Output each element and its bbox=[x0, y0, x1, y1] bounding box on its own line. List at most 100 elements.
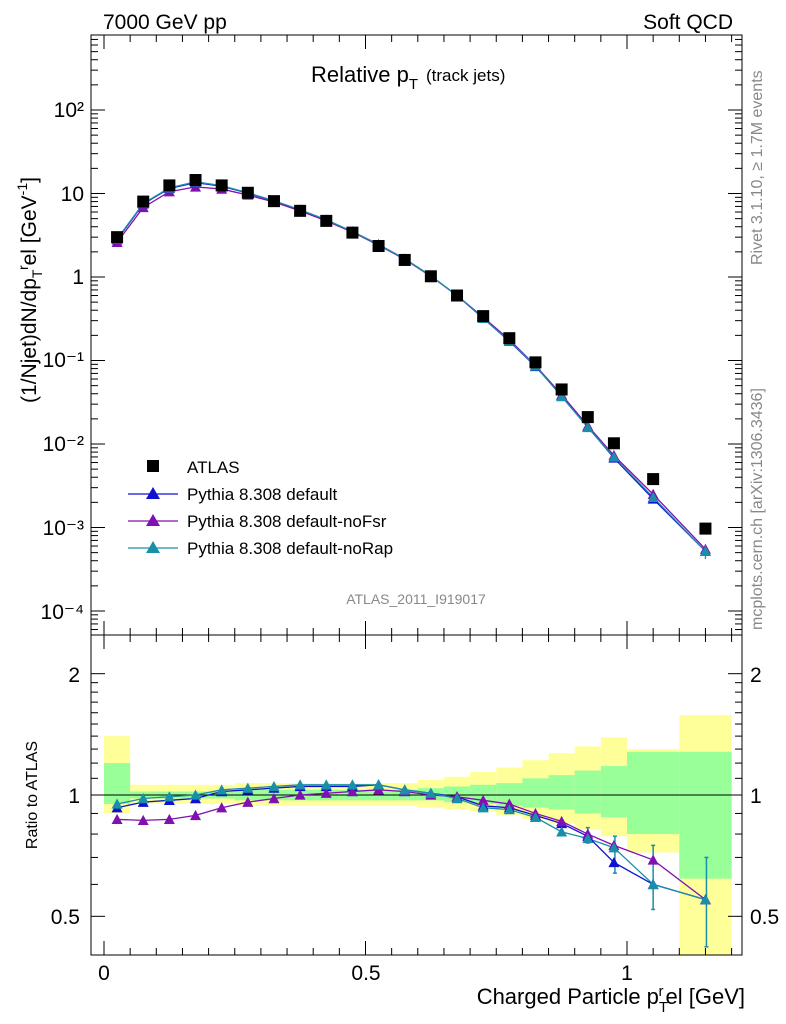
header-left: 7000 GeV pp bbox=[103, 11, 227, 34]
header-right: Soft QCD bbox=[643, 11, 733, 34]
atlas-point bbox=[346, 226, 359, 239]
main-series-point bbox=[556, 391, 568, 402]
ratio-series-point bbox=[163, 791, 175, 802]
atlas-point bbox=[320, 214, 333, 227]
ratio-ytick-label-right: 0.5 bbox=[750, 906, 779, 929]
atlas-point bbox=[555, 383, 568, 396]
ratio-series-point bbox=[346, 779, 358, 790]
ratio-bands bbox=[104, 714, 732, 955]
xtick-labels: 0 0.5 1 bbox=[98, 962, 633, 985]
ratio-series-point bbox=[111, 813, 123, 825]
ratio-series bbox=[111, 779, 711, 948]
ratio-series-point bbox=[137, 814, 149, 826]
ratio-band-inner bbox=[600, 766, 627, 818]
ratio-series-point bbox=[425, 787, 437, 798]
atlas-point bbox=[503, 332, 516, 345]
ratio-frame bbox=[90, 634, 743, 956]
ratio-series-point bbox=[503, 804, 515, 815]
ratio-band-inner bbox=[574, 770, 601, 814]
ratio-series-point bbox=[268, 780, 280, 792]
ratio-series-point bbox=[242, 796, 254, 807]
ratio-series-point bbox=[294, 779, 306, 790]
ratio-series-point bbox=[373, 779, 385, 790]
ratio-series-point bbox=[137, 793, 149, 804]
legend-marker-square bbox=[147, 460, 159, 472]
ratio-ticks bbox=[91, 635, 742, 955]
ratio-series-point bbox=[216, 784, 228, 795]
ratio-series-point bbox=[608, 842, 620, 853]
analysis-tag: ATLAS_2011_I919017 bbox=[346, 591, 486, 607]
atlas-point bbox=[241, 186, 254, 199]
atlas-point bbox=[477, 310, 490, 323]
xtick-label: 0.5 bbox=[351, 962, 380, 985]
ratio-series-point bbox=[346, 786, 358, 797]
xtick-label: 1 bbox=[621, 962, 633, 985]
main-ytick-label: 10⁻⁴ bbox=[41, 601, 84, 624]
atlas-point bbox=[267, 195, 280, 208]
ratio-band-inner bbox=[104, 763, 131, 804]
atlas-point bbox=[529, 356, 542, 369]
xtick-label: 0 bbox=[98, 962, 110, 985]
ratio-series-point bbox=[163, 813, 175, 825]
legend-item-default: Pythia 8.308 default bbox=[128, 485, 338, 504]
atlas-point bbox=[163, 179, 176, 192]
ratio-ytick-label-left: 0.5 bbox=[51, 906, 80, 929]
ratio-series-point bbox=[477, 794, 489, 806]
ratio-series-point bbox=[111, 798, 123, 809]
legend-item-atlas: ATLAS bbox=[147, 458, 240, 477]
main-series-point bbox=[608, 451, 620, 462]
ratio-band-inner bbox=[522, 778, 549, 808]
ratio-ytick-labels: 0.5 1 2 0.5 1 2 bbox=[51, 664, 779, 929]
main-ylabel: (1/Njet)dN/dpTrel [GeV-1] bbox=[14, 177, 45, 403]
main-ytick-label: 10² bbox=[54, 99, 84, 122]
main-series-line bbox=[116, 181, 706, 552]
ratio-series-point bbox=[320, 787, 332, 798]
ratio-band-inner bbox=[496, 783, 523, 806]
ratio-series-point bbox=[608, 856, 620, 868]
ratio-ylabel: Ratio to ATLAS bbox=[24, 741, 41, 849]
legend-marker-triangle bbox=[146, 487, 160, 499]
main-ticks bbox=[91, 35, 742, 635]
atlas-point bbox=[294, 204, 307, 217]
atlas-point bbox=[398, 253, 411, 266]
main-ytick-label: 10⁻¹ bbox=[43, 349, 84, 372]
ratio-ytick-label-right: 2 bbox=[750, 664, 762, 687]
ratio-series-point bbox=[529, 811, 541, 823]
atlas-point bbox=[647, 473, 660, 486]
main-ytick-label: 10⁻² bbox=[43, 433, 84, 456]
legend-marker-triangle bbox=[146, 514, 160, 526]
main-series-point bbox=[647, 491, 659, 502]
x-axis-label: Charged Particle pTrel [GeV] bbox=[477, 983, 745, 1016]
legend-item-norap: Pythia 8.308 default-noRap bbox=[128, 539, 393, 558]
main-panel: Relative pT (track jets) ATLAS_2011_I9190… bbox=[14, 34, 743, 636]
ratio-series-point bbox=[216, 802, 228, 813]
main-ytick-label: 10⁻³ bbox=[43, 517, 84, 540]
ratio-series-line bbox=[116, 784, 706, 901]
ratio-series-point bbox=[399, 784, 411, 795]
ratio-series-point bbox=[503, 798, 515, 809]
ratio-series-point bbox=[294, 789, 306, 800]
ratio-series-point bbox=[556, 826, 568, 837]
atlas-point bbox=[137, 195, 150, 208]
ratio-series-point bbox=[190, 789, 202, 800]
atlas-point bbox=[699, 522, 712, 535]
ratio-series-point bbox=[699, 894, 711, 905]
atlas-point bbox=[215, 179, 228, 192]
atlas-point bbox=[111, 231, 124, 244]
ratio-series-point bbox=[320, 779, 332, 790]
ratio-ytick-label-left: 1 bbox=[68, 785, 80, 808]
ratio-series-point bbox=[190, 809, 202, 821]
ratio-series-point bbox=[268, 793, 280, 804]
ratio-series-point bbox=[647, 878, 659, 890]
ratio-series-point bbox=[477, 802, 489, 813]
ratio-series-point bbox=[582, 832, 594, 844]
atlas-points bbox=[111, 174, 712, 535]
ratio-band-inner bbox=[548, 775, 575, 810]
ratio-band-inner bbox=[627, 751, 680, 835]
legend-label: Pythia 8.308 default-noFsr bbox=[187, 512, 387, 531]
atlas-point bbox=[581, 411, 594, 424]
mcplots-label: mcplots.cern.ch [arXiv:1306.3436] bbox=[749, 388, 766, 630]
legend-item-nofsr: Pythia 8.308 default-noFsr bbox=[128, 512, 387, 531]
ratio-band-inner bbox=[679, 751, 732, 879]
